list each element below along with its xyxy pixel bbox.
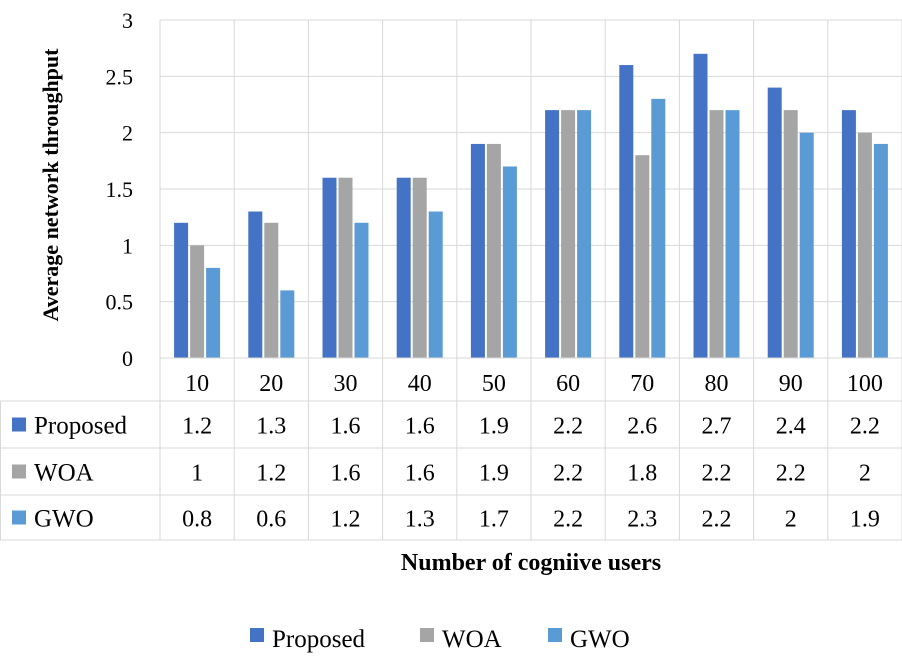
x-axis-title: Number of cogniive users	[401, 550, 661, 576]
table-cell-value: 2	[859, 461, 871, 487]
table-cell-value: 2.2	[702, 461, 732, 487]
table-legend-key-woa	[12, 464, 26, 479]
data-table: 10 20 30 40 50 60 70 80 90 100 Proposed 1.2 1.3 1.6 1.…	[0, 357, 902, 541]
table-cell-value: 1.6	[405, 414, 435, 440]
table-legend-key-gwo	[12, 510, 26, 525]
legend-label-proposed: Proposed	[272, 626, 366, 653]
y-tick-label: 1.5	[106, 177, 134, 202]
bar-woa-30	[338, 177, 353, 358]
table-cell-value: 1.6	[405, 461, 435, 487]
bar-proposed-40	[396, 177, 411, 358]
table-cell-value: 1.2	[256, 461, 286, 487]
table-cell-value: 2.7	[702, 414, 732, 440]
bar-gwo-70	[651, 98, 666, 358]
bar-gwo-30	[354, 222, 369, 358]
x-tick-label: 30	[334, 371, 358, 397]
bar-proposed-100	[841, 110, 856, 358]
table-cell-value: 2.6	[627, 414, 657, 440]
legend-label-gwo: GWO	[570, 626, 630, 653]
x-tick-label: 40	[408, 371, 432, 397]
bar-gwo-50	[502, 166, 517, 358]
legend-label-woa: WOA	[442, 626, 502, 653]
y-tick-label: 1	[122, 233, 133, 258]
x-tick-label: 70	[630, 371, 654, 397]
bar-woa-100	[857, 132, 872, 358]
bar-gwo-80	[725, 110, 740, 358]
bar-gwo-10	[206, 267, 221, 358]
table-series-name: GWO	[34, 506, 94, 533]
x-tick-label: 60	[556, 371, 580, 397]
bar-woa-40	[412, 177, 427, 358]
bar-proposed-80	[693, 53, 708, 359]
table-cell-value: 1.3	[256, 414, 286, 440]
legend-key-gwo	[548, 628, 562, 642]
table-cell-value: 2.2	[553, 461, 583, 487]
bar-woa-10	[190, 245, 205, 358]
table-series-name: Proposed	[34, 413, 128, 440]
table-cell-value: 1.3	[405, 507, 435, 533]
table-cell-value: 2.4	[776, 414, 806, 440]
x-tick-label: 20	[259, 371, 283, 397]
x-tick-label: 80	[705, 371, 729, 397]
table-cell-value: 1.6	[331, 414, 361, 440]
bar-proposed-70	[619, 65, 634, 359]
bar-proposed-90	[767, 87, 782, 358]
bar-proposed-20	[248, 211, 263, 358]
table-cell-value: 2.2	[553, 414, 583, 440]
bar-woa-60	[561, 110, 576, 358]
bar-woa-80	[709, 110, 724, 358]
bar-woa-50	[486, 143, 501, 358]
legend-key-woa	[420, 628, 434, 642]
bars-layer	[174, 53, 888, 359]
axis-layer: 0 0.5 1 1.5 2 2.5 3	[106, 8, 134, 371]
table-cell-value: 2.2	[850, 414, 880, 440]
y-tick-label: 0	[122, 346, 133, 371]
table-cell-value: 1.6	[331, 461, 361, 487]
table-cell-value: 1.8	[627, 461, 657, 487]
y-tick-label: 2	[122, 121, 133, 146]
table-cell-value: 0.6	[256, 507, 286, 533]
bar-gwo-100	[873, 143, 888, 358]
bar-gwo-40	[428, 211, 443, 358]
y-axis-title: Average network throughput	[38, 48, 63, 322]
bar-proposed-50	[470, 143, 485, 358]
x-tick-label: 10	[185, 371, 209, 397]
bar-woa-70	[635, 155, 650, 358]
y-tick-label: 2.5	[106, 64, 134, 89]
table-cell-value: 2.3	[627, 507, 657, 533]
table-cell-value: 1.2	[331, 507, 361, 533]
table-cell-value: 1.2	[182, 414, 212, 440]
bar-gwo-60	[577, 110, 592, 358]
bar-gwo-90	[799, 132, 814, 358]
bar-proposed-10	[174, 222, 189, 358]
table-cell-value: 2.2	[553, 507, 583, 533]
y-tick-label: 3	[122, 8, 133, 33]
legend: Proposed WOA GWO	[250, 626, 630, 653]
bar-woa-90	[783, 110, 798, 358]
table-cell-value: 2	[785, 507, 797, 533]
y-tick-label: 0.5	[106, 290, 134, 315]
x-tick-label: 90	[779, 371, 803, 397]
table-cell-value: 2.2	[776, 461, 806, 487]
table-cell-value: 1.9	[479, 461, 509, 487]
x-tick-label: 50	[482, 371, 506, 397]
table-cell-value: 0.8	[182, 507, 212, 533]
bar-gwo-20	[280, 290, 295, 358]
bar-woa-20	[264, 222, 279, 358]
table-cell-value: 2.2	[702, 507, 732, 533]
legend-key-proposed	[250, 628, 264, 642]
table-cell-value: 1	[191, 461, 203, 487]
grid-layer	[159, 19, 902, 359]
x-tick-label: 100	[847, 371, 883, 397]
table-cell-value: 1.9	[850, 507, 880, 533]
bar-proposed-60	[545, 110, 560, 358]
table-cell-value: 1.7	[479, 507, 509, 533]
table-cell-value: 1.9	[479, 414, 509, 440]
table-series-name: WOA	[34, 460, 94, 487]
bar-proposed-30	[322, 177, 337, 358]
table-legend-key-proposed	[12, 417, 26, 432]
